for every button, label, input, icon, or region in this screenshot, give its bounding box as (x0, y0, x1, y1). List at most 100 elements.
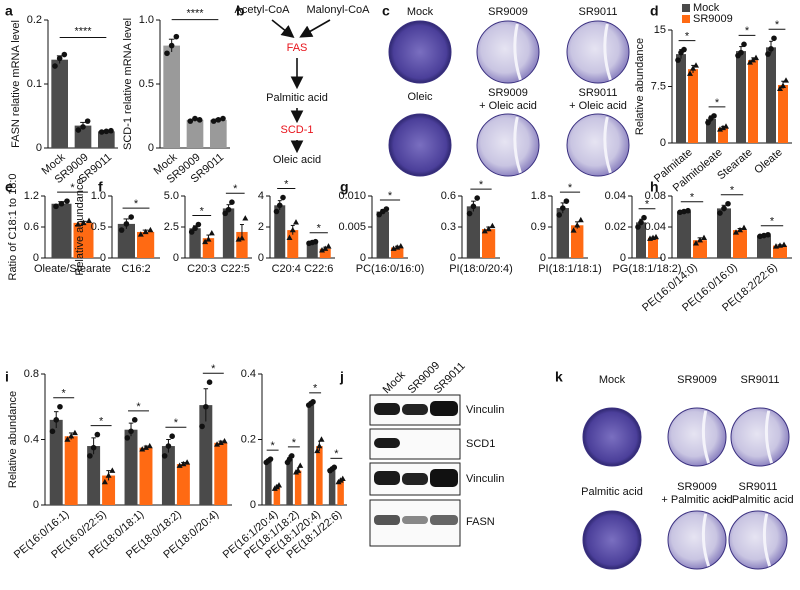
data-point (780, 82, 786, 88)
panel-label: j (339, 369, 344, 385)
y-tick-label: 1.2 (24, 190, 39, 202)
legend-swatch (682, 15, 690, 23)
data-point (57, 403, 63, 410)
bar (274, 205, 286, 258)
bar (482, 229, 496, 258)
y-tick-label: 0 (540, 252, 546, 264)
y-tick-label: 0 (100, 252, 106, 264)
pathway: b Acetyl-CoA Malonyl-CoA FAS Palmitic ac… (234, 3, 370, 166)
data-point (675, 57, 681, 63)
bar (287, 230, 299, 258)
data-point (314, 447, 321, 454)
panel-label: b (236, 3, 245, 19)
data-point (137, 231, 144, 237)
data-point (215, 117, 222, 123)
plate-streak (762, 513, 772, 567)
data-point (71, 429, 78, 436)
data-point (221, 437, 228, 444)
y-tick-label: 0.6 (24, 221, 39, 233)
enzyme: FAS (287, 42, 308, 54)
bar (718, 127, 728, 143)
data-point (466, 210, 473, 217)
band (430, 401, 458, 416)
data-point (169, 433, 175, 440)
condition-label: + Oleic acid (569, 100, 627, 112)
y-axis-label: Relative abundance (7, 391, 19, 488)
condition-label: Palmitic acid (581, 486, 643, 498)
data-point (316, 442, 323, 449)
data-point (142, 444, 149, 450)
bar (328, 468, 336, 505)
significance-label: * (388, 190, 393, 202)
data-point (781, 241, 787, 248)
data-point (192, 225, 198, 232)
data-point (750, 56, 756, 63)
y-tick-label: 0 (258, 252, 264, 264)
significance-label: * (775, 19, 780, 31)
data-point (720, 124, 726, 131)
y-tick-label: 0.9 (531, 221, 546, 233)
data-point (203, 403, 209, 410)
y-tick-label: 0.02 (605, 221, 626, 233)
significance-label: * (292, 437, 297, 449)
data-point (124, 435, 131, 441)
band (430, 515, 458, 525)
data-point (481, 227, 488, 234)
x-tick-label: C20:3 (187, 263, 216, 275)
significance-label: * (233, 183, 238, 195)
y-tick-label: 0.5 (91, 221, 106, 233)
arrow (299, 19, 331, 38)
bar (98, 131, 115, 148)
x-tick-label: Oleate/Stearate (34, 263, 111, 275)
significance-label: * (715, 97, 720, 109)
plate (728, 510, 788, 570)
y-tick-label: 0.4 (241, 368, 256, 380)
bar (214, 442, 228, 505)
data-point (118, 227, 125, 233)
data-point (142, 228, 149, 235)
data-point (318, 436, 325, 442)
y-axis-label: FASN relative mRNA level (10, 20, 22, 148)
y-tick-label: 0 (660, 252, 666, 264)
bar (236, 231, 248, 258)
bar (676, 54, 686, 143)
band (374, 515, 400, 525)
data-point (717, 210, 723, 216)
data-point (765, 51, 771, 57)
data-point (188, 229, 195, 235)
data-point (322, 245, 329, 251)
data-point (222, 210, 228, 217)
data-point (295, 467, 302, 473)
bar (73, 222, 94, 258)
legend-label: SR9009 (693, 13, 733, 25)
bar (306, 242, 318, 258)
lane-label: Mock (381, 369, 408, 396)
condition-label: SR9011 (579, 6, 618, 18)
bar (222, 208, 235, 258)
data-point (146, 442, 153, 449)
data-point (123, 221, 130, 227)
x-tick-label: PG(18:1/18:2) (612, 263, 681, 275)
significance-label: * (62, 388, 67, 400)
plate (582, 510, 642, 570)
band (374, 403, 400, 415)
y-tick-label: 0 (620, 252, 626, 264)
x-tick-label: C22:5 (221, 263, 250, 275)
data-point (139, 446, 146, 452)
band (374, 471, 400, 485)
data-point (556, 212, 562, 218)
bar (706, 118, 716, 143)
significance-label: **** (186, 8, 204, 20)
condition-label: Mock (407, 6, 434, 18)
data-point (725, 200, 731, 207)
data-point (768, 46, 774, 52)
data-point (705, 119, 711, 126)
data-point (777, 85, 783, 91)
bar (202, 238, 215, 258)
data-point (108, 127, 114, 134)
data-point (685, 207, 691, 214)
bar (124, 429, 138, 505)
data-point (64, 198, 70, 204)
data-point (53, 417, 60, 423)
data-point (187, 118, 194, 124)
